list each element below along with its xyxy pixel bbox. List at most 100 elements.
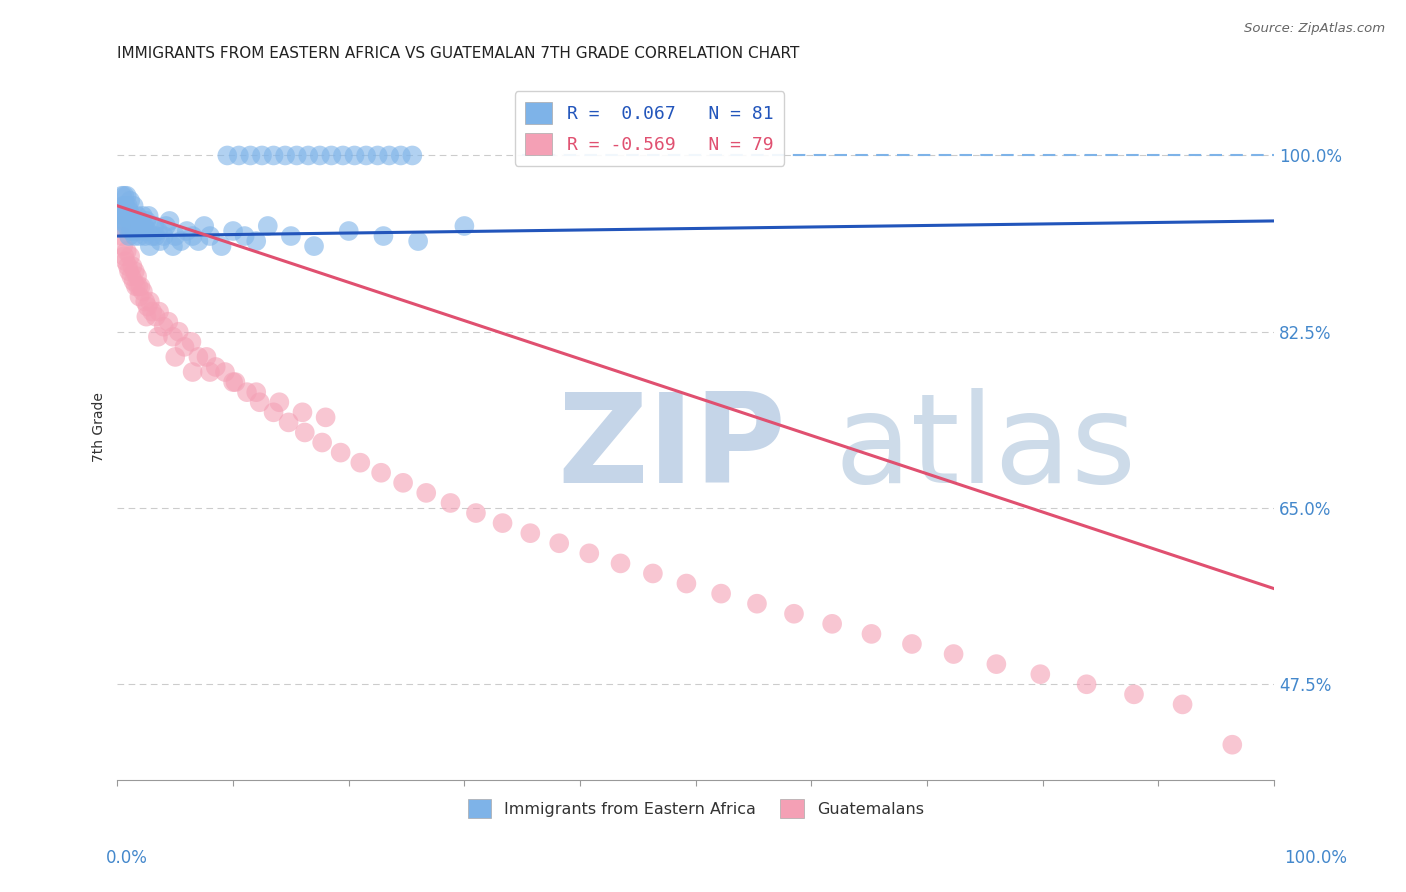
Point (115, 244, 138, 259)
Point (401, 148, 423, 162)
Point (245, 385, 267, 400)
Point (120, 214, 142, 228)
Point (294, 425, 316, 440)
Point (112, 214, 135, 228)
Point (117, 199, 139, 213)
Point (942, 647, 965, 661)
Point (127, 219, 149, 233)
Point (239, 148, 262, 162)
Point (124, 264, 146, 278)
Point (193, 219, 215, 233)
Point (112, 219, 135, 233)
Point (120, 224, 142, 238)
Point (415, 486, 437, 500)
Point (280, 229, 302, 244)
Point (370, 466, 392, 480)
Point (131, 224, 153, 238)
Point (263, 148, 285, 162)
Point (121, 219, 143, 233)
Point (122, 199, 145, 213)
Point (224, 375, 246, 389)
Point (112, 239, 135, 253)
Point (118, 229, 141, 244)
Point (162, 330, 184, 344)
Point (127, 209, 149, 223)
Point (135, 310, 157, 324)
Point (1076, 677, 1098, 691)
Point (167, 325, 190, 339)
Point (675, 576, 697, 591)
Point (173, 340, 195, 354)
Point (162, 239, 184, 253)
Point (129, 214, 152, 228)
Point (145, 229, 167, 244)
Point (195, 350, 218, 364)
Point (217, 148, 239, 162)
Point (120, 209, 142, 223)
Point (337, 224, 360, 238)
Point (165, 350, 187, 364)
Point (302, 239, 325, 253)
Text: ZIP: ZIP (557, 388, 786, 509)
Point (117, 259, 139, 273)
Point (110, 214, 132, 228)
Point (118, 203, 141, 218)
Point (111, 203, 134, 218)
Point (491, 516, 513, 530)
Point (112, 209, 135, 223)
Point (211, 239, 233, 253)
Point (128, 229, 150, 244)
Point (1171, 698, 1194, 712)
Point (157, 315, 180, 329)
Point (176, 224, 198, 238)
Point (125, 279, 148, 293)
Point (181, 229, 204, 244)
Point (641, 566, 664, 581)
Point (1220, 738, 1243, 752)
Point (228, 148, 250, 162)
Point (114, 209, 136, 223)
Point (250, 148, 273, 162)
Point (311, 435, 333, 450)
Point (165, 229, 187, 244)
Point (745, 597, 768, 611)
Point (111, 188, 134, 202)
Point (315, 410, 337, 425)
Point (453, 219, 475, 233)
Point (285, 148, 308, 162)
Point (115, 188, 138, 202)
Point (146, 224, 169, 238)
Point (120, 269, 142, 284)
Point (152, 319, 174, 334)
Point (138, 209, 160, 223)
Point (609, 557, 631, 571)
Point (332, 148, 354, 162)
Point (204, 359, 226, 374)
Point (465, 506, 488, 520)
Point (141, 304, 163, 318)
Point (132, 219, 155, 233)
Legend: Immigrants from Eastern Africa, Guatemalans: Immigrants from Eastern Africa, Guatemal… (461, 793, 931, 825)
Point (249, 395, 271, 409)
Point (128, 289, 150, 303)
Point (124, 229, 146, 244)
Point (134, 229, 156, 244)
Point (406, 234, 429, 248)
Point (236, 385, 259, 400)
Point (710, 586, 733, 600)
Point (198, 365, 221, 379)
Point (180, 334, 202, 349)
Point (112, 188, 135, 202)
Point (136, 224, 159, 238)
Point (187, 234, 209, 248)
Point (373, 229, 395, 244)
Point (578, 546, 600, 560)
Point (117, 209, 139, 223)
Point (118, 264, 141, 278)
Point (127, 269, 149, 284)
Point (548, 536, 571, 550)
Point (297, 148, 319, 162)
Point (136, 300, 159, 314)
Point (321, 148, 343, 162)
Point (308, 148, 330, 162)
